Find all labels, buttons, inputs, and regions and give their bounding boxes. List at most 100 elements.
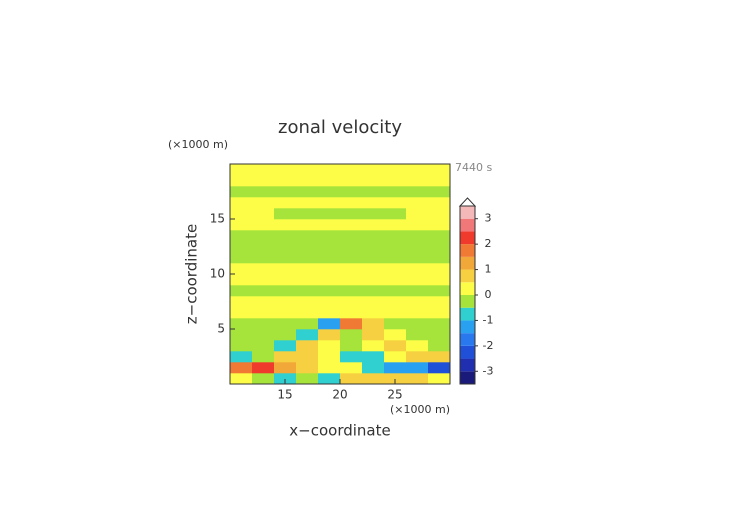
colorbar-segment <box>460 244 475 257</box>
cell <box>340 329 363 341</box>
x-tick-label: 15 <box>277 388 292 402</box>
cell <box>428 351 451 363</box>
cell <box>252 241 275 253</box>
cell <box>230 285 253 297</box>
cell <box>362 373 385 385</box>
cell <box>318 230 341 242</box>
cell <box>230 164 253 176</box>
cell <box>318 307 341 319</box>
cell <box>384 362 407 374</box>
cell <box>230 318 253 330</box>
cell <box>252 263 275 275</box>
cell <box>428 296 451 308</box>
cell <box>384 318 407 330</box>
cell <box>340 252 363 264</box>
cell <box>384 296 407 308</box>
cell <box>428 175 451 187</box>
cell <box>340 318 363 330</box>
x-axis-label: x−coordinate <box>289 422 390 440</box>
cell <box>274 230 297 242</box>
cell <box>230 340 253 352</box>
cell <box>384 241 407 253</box>
cell <box>428 373 451 385</box>
cell <box>296 219 319 231</box>
cell <box>274 241 297 253</box>
cell <box>252 175 275 187</box>
cell <box>384 274 407 286</box>
cell <box>230 208 253 220</box>
cell <box>296 362 319 374</box>
cell <box>296 208 319 220</box>
cell <box>340 175 363 187</box>
cell <box>274 340 297 352</box>
cell <box>340 219 363 231</box>
cell <box>230 362 253 374</box>
cell <box>340 263 363 275</box>
x-tick-label: 20 <box>332 388 347 402</box>
cell <box>230 329 253 341</box>
cell <box>296 175 319 187</box>
colorbar-tick-label: 3 <box>485 212 492 225</box>
cell <box>428 274 451 286</box>
cell <box>384 285 407 297</box>
cell <box>406 340 429 352</box>
cell <box>362 197 385 209</box>
cell <box>296 285 319 297</box>
cell <box>362 241 385 253</box>
colorbar-tick-label: 1 <box>485 263 492 276</box>
cell <box>230 252 253 264</box>
colorbar-tick-label: 2 <box>485 237 492 250</box>
cell <box>274 285 297 297</box>
cell <box>384 164 407 176</box>
cell <box>296 197 319 209</box>
cell <box>384 340 407 352</box>
cell <box>428 164 451 176</box>
cell <box>428 263 451 275</box>
cell <box>428 219 451 231</box>
chart-title: zonal velocity <box>278 117 402 138</box>
cell <box>274 252 297 264</box>
cell <box>384 252 407 264</box>
cell <box>296 351 319 363</box>
cell <box>252 362 275 374</box>
cell <box>296 318 319 330</box>
cell <box>428 252 451 264</box>
cell <box>230 175 253 187</box>
colorbar-extend <box>458 197 477 207</box>
colorbar-tick-label: -2 <box>483 339 494 352</box>
cell <box>428 208 451 220</box>
cell <box>252 252 275 264</box>
cell <box>252 351 275 363</box>
cell <box>318 340 341 352</box>
y-axis-label: z−coordinate <box>183 224 201 324</box>
cell <box>340 362 363 374</box>
cell <box>406 197 429 209</box>
colorbar-segment <box>460 320 475 334</box>
cell <box>340 285 363 297</box>
y-tick-label: 15 <box>210 212 225 226</box>
cell <box>318 329 341 341</box>
cell <box>362 263 385 275</box>
colorbar-segment <box>460 231 475 245</box>
cell <box>384 329 407 341</box>
cell <box>296 307 319 319</box>
cell <box>384 351 407 363</box>
cell <box>340 208 363 220</box>
y-unit: (×1000 m) <box>168 138 228 151</box>
cell <box>296 274 319 286</box>
cell <box>252 373 275 385</box>
cell <box>406 230 429 242</box>
cell <box>362 285 385 297</box>
cell <box>296 164 319 176</box>
cell <box>406 373 429 385</box>
cell <box>318 274 341 286</box>
cell <box>384 373 407 385</box>
cell <box>318 351 341 363</box>
cell <box>384 307 407 319</box>
cell <box>406 186 429 198</box>
cell <box>274 208 297 220</box>
cell <box>318 285 341 297</box>
cell <box>362 318 385 330</box>
cell <box>362 252 385 264</box>
